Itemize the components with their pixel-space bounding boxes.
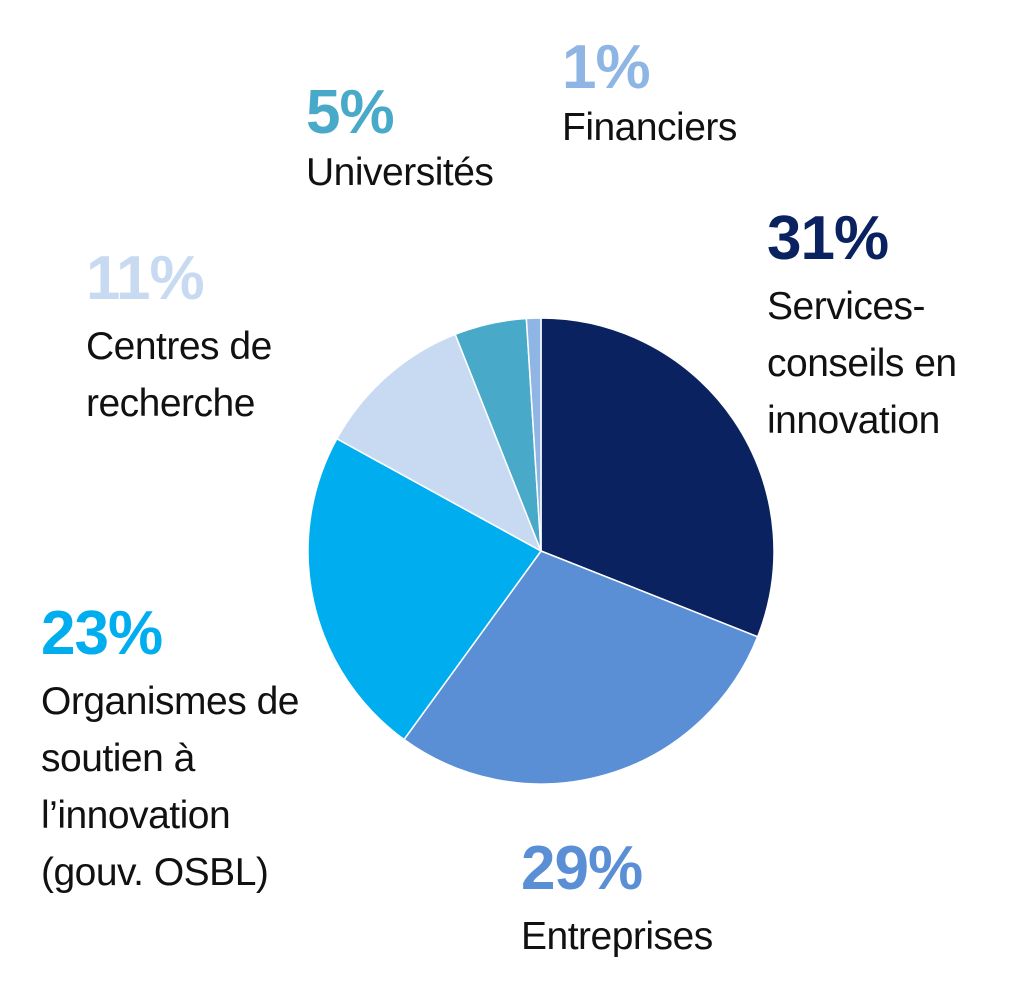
- pie-slice-1: [402, 550, 759, 785]
- name-financiers: Financiers: [562, 106, 737, 149]
- pct-universites: 5%: [306, 78, 395, 147]
- pct-organismes: 23%: [41, 599, 163, 668]
- name-centres-recherche: Centres de recherche: [86, 325, 272, 425]
- label-centres-recherche: 11% Centres de recherche: [86, 248, 272, 432]
- pie-slice-2: [307, 437, 543, 741]
- pct-centres-recherche: 11%: [86, 244, 205, 313]
- label-universites: 5% Universités: [306, 78, 494, 201]
- name-universites: Universités: [306, 151, 494, 194]
- label-organismes: 23% Organismes de soutien à l’innovation…: [41, 603, 299, 901]
- name-organismes: Organismes de soutien à l’innovation (go…: [41, 680, 299, 894]
- label-financiers: 1% Financiers: [562, 37, 737, 156]
- label-services-conseils: 31% Services- conseils en innovation: [767, 208, 957, 449]
- label-entreprises: 29% Entreprises: [521, 838, 713, 965]
- name-entreprises: Entreprises: [521, 915, 713, 958]
- pie-slice-3: [335, 333, 543, 553]
- pct-services-conseils: 31%: [767, 204, 889, 273]
- pie-slice-5: [525, 317, 542, 552]
- name-services-conseils: Services- conseils en innovation: [767, 285, 957, 442]
- pct-entreprises: 29%: [521, 834, 643, 903]
- pct-financiers: 1%: [562, 33, 651, 102]
- pie-slice-0: [540, 317, 775, 638]
